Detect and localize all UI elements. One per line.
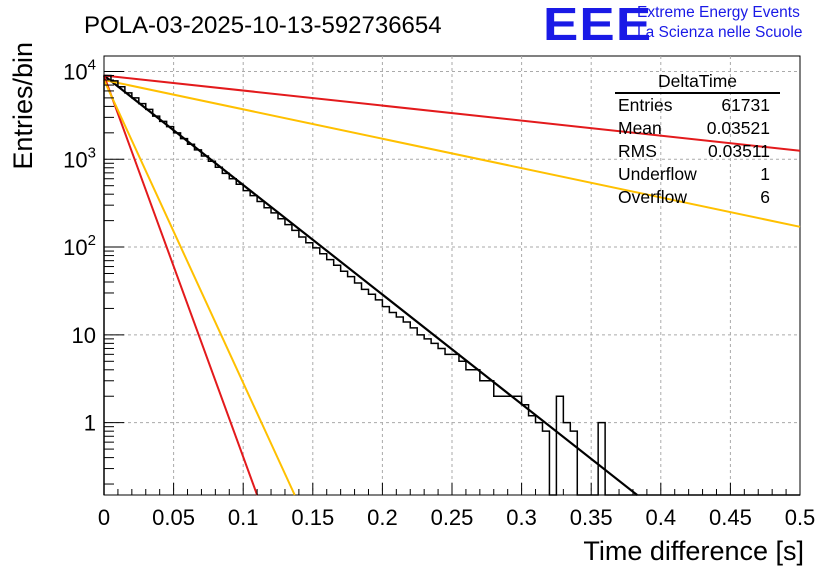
x-tick-label: 0.45 bbox=[709, 505, 752, 530]
stats-row-rms: RMS 0.03511 bbox=[612, 140, 780, 163]
curve-data-fit bbox=[103, 74, 638, 496]
x-tick-label: 0.1 bbox=[228, 505, 259, 530]
x-tick-label: 0.35 bbox=[570, 505, 613, 530]
y-tick-label: 103 bbox=[63, 144, 96, 172]
x-tick-label: 0.2 bbox=[367, 505, 398, 530]
stats-title: DeltaTime bbox=[615, 70, 780, 94]
histogram-steps bbox=[103, 74, 800, 496]
stats-value: 1 bbox=[760, 164, 770, 184]
fit-curves bbox=[103, 74, 801, 496]
x-tick-label: 0.5 bbox=[785, 505, 816, 530]
curve-slow-red bbox=[103, 74, 801, 152]
y-axis-label: Entries/bin bbox=[8, 42, 38, 170]
x-tick-label: 0.15 bbox=[291, 505, 334, 530]
stats-value: 6 bbox=[760, 187, 770, 207]
curve-fast-yellow bbox=[103, 79, 296, 496]
x-tick-label: 0.4 bbox=[646, 505, 677, 530]
x-tick-label: 0.25 bbox=[431, 505, 474, 530]
logo-line-1: Extreme Energy Events bbox=[637, 4, 800, 21]
stats-label: Entries bbox=[618, 95, 673, 115]
curve-slow-yellow bbox=[103, 78, 801, 228]
stats-box: DeltaTime Entries 61731 Mean 0.03521 RMS 0.03… bbox=[612, 70, 780, 209]
stats-label: Mean bbox=[618, 118, 662, 138]
stats-row-entries: Entries 61731 bbox=[612, 94, 780, 117]
eee-logo: EEE bbox=[543, 0, 653, 50]
stats-value: 0.03511 bbox=[708, 141, 770, 161]
x-tick-label: 0 bbox=[98, 505, 110, 530]
grid-lines bbox=[104, 56, 800, 495]
x-tick-label: 0.3 bbox=[506, 505, 537, 530]
stats-row-underflow: Underflow 1 bbox=[612, 163, 780, 186]
y-tick-label: 1 bbox=[84, 411, 96, 436]
stats-label: Underflow bbox=[618, 164, 697, 184]
stats-row-overflow: Overflow 6 bbox=[612, 186, 780, 209]
x-tick-label: 0.05 bbox=[152, 505, 195, 530]
stats-label: RMS bbox=[618, 141, 657, 161]
axis-ticks: 0 0.05 0.1 0.15 0.2 0.25 0.3 0.35 0.4 0.45 0.5 1 10 1… bbox=[63, 56, 815, 530]
y-tick-label: 102 bbox=[63, 232, 96, 260]
y-tick-label: 104 bbox=[63, 56, 96, 84]
logo-line-2: La Scienza nelle Scuole bbox=[637, 24, 803, 41]
y-tick-label: 10 bbox=[72, 323, 96, 348]
stats-value: 61731 bbox=[721, 95, 770, 115]
stats-label: Overflow bbox=[618, 187, 688, 207]
stats-row-mean: Mean 0.03521 bbox=[612, 117, 780, 140]
curve-fast-red bbox=[103, 75, 259, 496]
chart-title: POLA-03-2025-10-13-592736654 bbox=[84, 12, 442, 39]
stats-value: 0.03521 bbox=[706, 118, 770, 138]
x-axis-label: Time difference [s] bbox=[583, 536, 804, 566]
